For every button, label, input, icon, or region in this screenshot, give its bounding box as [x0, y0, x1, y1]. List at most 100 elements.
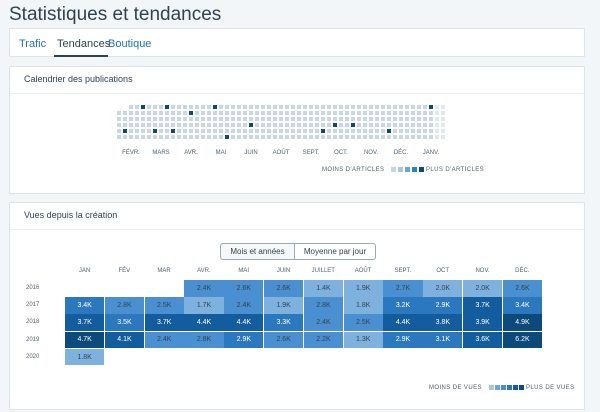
- heatmap-cell[interactable]: 2.9K: [423, 297, 463, 314]
- calendar-day-cell: [387, 105, 391, 109]
- tab-boutique[interactable]: Boutique: [108, 38, 152, 50]
- calendar-day-cell: [267, 123, 271, 127]
- heatmap-cell[interactable]: 3.4K: [502, 297, 543, 314]
- heatmap-cell[interactable]: 2.8K: [303, 297, 344, 314]
- calendar-day-cell: [231, 105, 235, 109]
- calendar-day-cell: [345, 123, 349, 127]
- calendar-day-cell: [411, 105, 415, 109]
- calendar-day-cell: [261, 111, 265, 115]
- heatmap-cell[interactable]: 2.5K: [343, 314, 383, 332]
- heatmap-cell[interactable]: 3.7K: [463, 297, 503, 314]
- heatmap-cell[interactable]: 2.6K: [264, 280, 304, 297]
- calendar-day-cell: [285, 123, 289, 127]
- calendar-day-cell: [207, 105, 211, 109]
- heatmap-cell[interactable]: 2.8K: [104, 297, 145, 314]
- heatmap-cell[interactable]: 2.6K: [502, 280, 543, 297]
- heatmap-cell[interactable]: 3.3K: [264, 314, 304, 332]
- calendar-day-cell: [435, 117, 439, 121]
- row-year-label: 2019: [26, 336, 40, 343]
- heatmap-cell[interactable]: 6.2K: [502, 331, 543, 349]
- heatmap-cell[interactable]: 4.1K: [104, 331, 145, 349]
- heatmap-cell[interactable]: 3.1K: [423, 331, 463, 349]
- legend-swatch: [513, 385, 518, 390]
- calendar-day-cell: [297, 105, 301, 109]
- calendar-day-cell: [117, 123, 121, 127]
- heatmap-cell[interactable]: 3.6K: [463, 331, 503, 349]
- heatmap-cell[interactable]: 1.7K: [184, 297, 224, 314]
- heatmap-cell[interactable]: 3.8K: [423, 314, 463, 332]
- heatmap-cell[interactable]: 2.4K: [224, 297, 264, 314]
- heatmap-cell[interactable]: 2.0K: [463, 280, 503, 297]
- heatmap-cell[interactable]: 2.5K: [144, 297, 184, 314]
- heatmap-cell[interactable]: 2.4K: [184, 280, 224, 297]
- calendar-day-cell: [141, 105, 145, 109]
- heatmap-cell[interactable]: 3.7K: [65, 314, 105, 332]
- calendar-day-cell: [213, 135, 217, 139]
- heatmap-cell[interactable]: 2.6K: [264, 331, 304, 349]
- calendar-day-cell: [219, 123, 223, 127]
- column-header: JAN: [78, 268, 91, 274]
- calendar-day-cell: [159, 105, 163, 109]
- calendar-day-cell: [435, 105, 439, 109]
- heatmap-cell[interactable]: 4.4K: [224, 314, 264, 332]
- heatmap-cell[interactable]: 2.7K: [383, 280, 423, 297]
- heatmap-cell[interactable]: 3.9K: [463, 314, 503, 332]
- column-header: AOÛT: [354, 268, 372, 274]
- heatmap-cell[interactable]: 2.0K: [423, 280, 463, 297]
- calendar-day-cell: [441, 123, 445, 127]
- toggle-daily-average[interactable]: Moyenne par jour: [294, 243, 376, 260]
- calendar-day-cell: [303, 123, 307, 127]
- calendar-day-cell: [237, 111, 241, 115]
- tab-trafic[interactable]: Trafic: [19, 38, 47, 50]
- calendar-day-cell: [165, 123, 169, 127]
- heatmap-cell[interactable]: 4.4K: [383, 314, 423, 332]
- calendar-day-cell: [195, 129, 199, 133]
- calendar-day-cell: [147, 105, 151, 109]
- calendar-day-cell: [399, 123, 403, 127]
- calendar-month-label: OCT.: [334, 150, 348, 156]
- heatmap-cell[interactable]: 4.7K: [65, 331, 105, 349]
- heatmap-cell[interactable]: 2.2K: [303, 331, 344, 349]
- heatmap-cell[interactable]: 2.4K: [303, 314, 344, 332]
- heatmap-cell[interactable]: 4.9K: [502, 314, 543, 332]
- calendar-day-cell: [135, 129, 139, 133]
- calendar-day-cell: [249, 129, 253, 133]
- heatmap-cell[interactable]: 1.8K: [343, 297, 383, 314]
- calendar-day-cell: [411, 117, 415, 121]
- calendar-month-label: AOÛT: [272, 150, 290, 156]
- calendar-day-cell: [423, 111, 427, 115]
- calendar-day-cell: [243, 105, 247, 109]
- calendar-day-cell: [309, 117, 313, 121]
- heatmap-cell[interactable]: 3.7K: [144, 314, 184, 332]
- calendar-day-cell: [351, 135, 355, 139]
- heatmap-cell[interactable]: 2.6K: [224, 280, 264, 297]
- heatmap-cell[interactable]: 3.4K: [65, 297, 105, 314]
- heatmap-cell[interactable]: 2.9K: [224, 331, 264, 349]
- calendar-day-cell: [267, 135, 271, 139]
- calendar-day-cell: [393, 111, 397, 115]
- calendar-day-cell: [141, 129, 145, 133]
- heatmap-cell[interactable]: 1.9K: [343, 280, 383, 297]
- heatmap-cell[interactable]: 1.9K: [264, 297, 304, 314]
- heatmap-cell[interactable]: 1.4K: [303, 280, 344, 297]
- legend-more-label: PLUS DE VUES: [526, 385, 575, 391]
- heatmap-cell[interactable]: 2.8K: [184, 331, 224, 349]
- heatmap-cell[interactable]: 2.9K: [383, 331, 423, 349]
- heatmap-cell[interactable]: 3.2K: [383, 297, 423, 314]
- heatmap-cell[interactable]: 3.5K: [104, 314, 145, 332]
- heatmap-cell[interactable]: 4.4K: [184, 314, 224, 332]
- heatmap-cell[interactable]: 2.4K: [144, 331, 184, 349]
- calendar-day-cell: [327, 135, 331, 139]
- tab-tendances[interactable]: Tendances: [57, 38, 111, 50]
- calendar-day-cell: [201, 117, 205, 121]
- heatmap-cell[interactable]: 1.8K: [65, 348, 105, 366]
- column-header: OCT: [436, 268, 450, 274]
- calendar-day-cell: [387, 111, 391, 115]
- calendar-day-cell: [339, 117, 343, 121]
- calendar-day-cell: [411, 135, 415, 139]
- calendar-day-cell: [285, 117, 289, 121]
- toggle-months-years[interactable]: Mois et années: [220, 243, 295, 260]
- calendar-day-cell: [291, 111, 295, 115]
- calendar-day-cell: [309, 123, 313, 127]
- heatmap-cell[interactable]: 1.3K: [343, 331, 383, 349]
